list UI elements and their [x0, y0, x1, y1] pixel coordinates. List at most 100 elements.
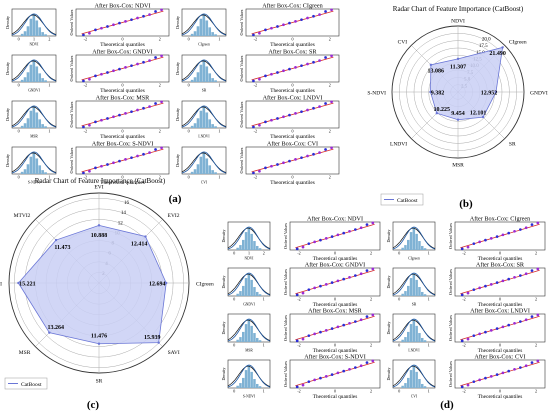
- radar-point: [165, 281, 168, 285]
- qq-point: [124, 112, 127, 115]
- histogram-tick-label: 0: [233, 251, 235, 256]
- qq-axis-label: Ordered Values: [69, 9, 74, 35]
- histogram-bar: [41, 124, 44, 128]
- histogram-bar: [205, 158, 209, 174]
- qq-point: [160, 100, 163, 104]
- qq-point: [324, 375, 328, 378]
- qq-point: [154, 148, 157, 151]
- qq-xlabel: Theoretical quantiles: [270, 134, 315, 140]
- qq-point: [295, 247, 299, 251]
- histogram-bar: [244, 370, 248, 388]
- qq-point: [301, 245, 305, 249]
- qq-point: [264, 74, 267, 78]
- histogram-bar: [242, 239, 245, 250]
- histogram-bar: [190, 171, 194, 174]
- qq-axis-label: Ordered Values: [69, 101, 74, 127]
- qq-point: [472, 288, 476, 292]
- qq-point: [513, 321, 516, 325]
- histogram-bar: [211, 32, 214, 36]
- qq-point: [148, 13, 151, 16]
- qq-point: [524, 364, 528, 368]
- qq-point: [460, 293, 464, 297]
- histogram-bar: [412, 227, 416, 250]
- qq-point: [319, 330, 322, 334]
- qq-tick-label: -2: [297, 251, 300, 256]
- qq-point: [466, 383, 470, 387]
- histogram-bar: [244, 278, 248, 296]
- histogram-tick-label: 0: [233, 297, 235, 302]
- histogram-tick-label: 1: [48, 129, 50, 134]
- qq-point: [365, 223, 369, 226]
- histogram-bar: [211, 170, 214, 174]
- qq-panel: After Box-Cox: LNDVI Ordered Values -2 0 2 Th…: [448, 308, 546, 354]
- qq-point: [301, 337, 305, 341]
- qq-xlabel: Theoretical quantiles: [100, 134, 145, 140]
- qq-point: [307, 334, 311, 338]
- qq-point: [282, 69, 285, 73]
- histogram-index-label: LNDVI: [408, 349, 420, 353]
- qq-point: [142, 152, 145, 156]
- qq-point: [489, 283, 493, 286]
- qq-point: [142, 60, 145, 64]
- qq-point: [536, 313, 540, 317]
- kde-curve: [181, 59, 227, 82]
- histogram-bar: [29, 64, 33, 82]
- kde-curve: [227, 226, 271, 250]
- histogram-index-label: S-NDVI: [28, 181, 41, 185]
- qq-point: [495, 327, 499, 330]
- qq-tick-label: 2: [329, 175, 331, 180]
- histogram-tick-label: 1: [263, 389, 265, 394]
- histogram-bar: [258, 340, 262, 342]
- qq-point: [318, 13, 321, 16]
- qq-point: [318, 59, 321, 62]
- qq-point: [318, 151, 321, 154]
- qq-point: [270, 118, 273, 122]
- qq-point: [319, 376, 322, 380]
- radar-axis-label: NDVI: [451, 19, 465, 25]
- qq-point: [489, 329, 493, 332]
- qq-tick-label: 2: [535, 297, 537, 302]
- histogram-bar: [253, 379, 256, 388]
- qq-point: [154, 102, 157, 105]
- qq-point: [112, 23, 115, 27]
- qq-point: [312, 60, 315, 64]
- histogram-bar: [401, 339, 404, 342]
- histogram-bar: [211, 78, 214, 82]
- qq-point: [130, 64, 133, 68]
- qq-title: After Box-Cox: GNDVI: [92, 49, 153, 56]
- qq-title: After Box-Cox: SR: [476, 262, 525, 269]
- qq-point: [507, 277, 511, 281]
- qq-point: [301, 383, 305, 387]
- qq-point: [301, 291, 305, 295]
- qq-tick-label: 0: [122, 83, 124, 88]
- radar-axis-label: GNDVI: [530, 91, 548, 97]
- histogram-bar: [256, 291, 259, 296]
- histogram-bar: [242, 331, 245, 342]
- density-axis-label: Density: [175, 153, 180, 167]
- panel-label: (c): [87, 399, 100, 411]
- qq-point: [330, 373, 334, 376]
- qq-point: [319, 284, 322, 288]
- radar-point: [97, 224, 101, 227]
- qq-title: After Box-Cox: LNDVI: [263, 95, 323, 102]
- histogram-bar: [193, 77, 197, 82]
- histogram-tick-label: 1: [218, 129, 220, 134]
- radar-legend-label: CatBoost: [397, 198, 418, 204]
- histogram-bar: [26, 118, 30, 128]
- qq-point: [519, 274, 522, 277]
- radar-axis-label: EVI: [94, 185, 103, 191]
- qq-panel: After Box-Cox: SR Ordered Values -2 0 2 Theor…: [448, 262, 546, 308]
- histogram-bar: [239, 337, 242, 342]
- qq-tick-label: -2: [297, 343, 300, 348]
- qq-point: [348, 275, 351, 279]
- radar-value-label: 13.086: [428, 68, 445, 74]
- qq-point: [106, 71, 109, 74]
- histogram-bar: [23, 123, 27, 128]
- histogram-bar: [26, 72, 30, 82]
- qq-point: [495, 281, 499, 284]
- panel-c-radar: Radar Chart of Feature Importance (CatBo…: [0, 177, 214, 411]
- qq-xlabel: Theoretical quantiles: [313, 302, 358, 308]
- histogram-bar: [236, 293, 239, 296]
- qq-point: [100, 26, 103, 30]
- qq-point: [154, 56, 157, 59]
